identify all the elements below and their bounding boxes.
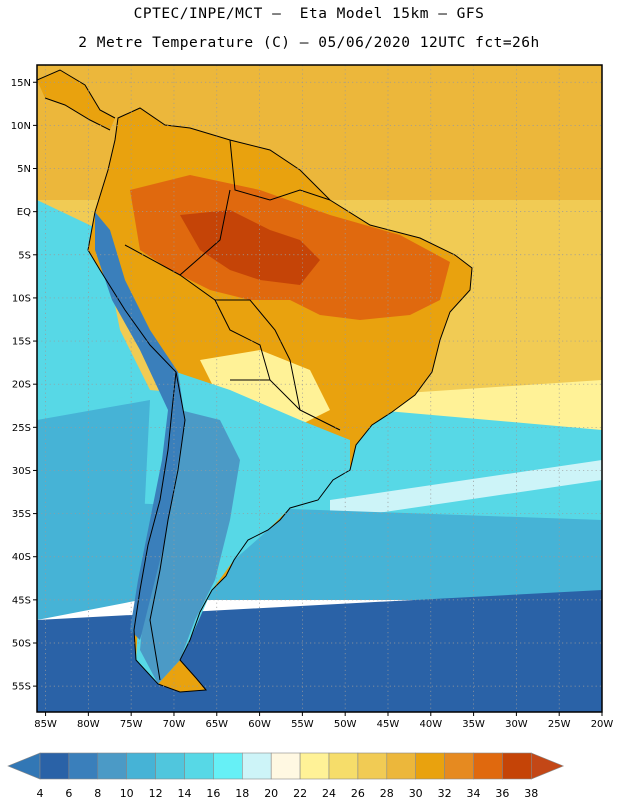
colorbar-label: 28 [380,787,394,800]
colorbar-label: 10 [120,787,134,800]
colorbar-label: 30 [409,787,423,800]
lat-tick-label: 10N [11,121,31,132]
lon-tick-label: 75W [120,719,143,730]
colorbar-swatch [357,752,388,780]
latitude-axis: 15N 10N 5N EQ 5S 10S 15S 20S 25S 30S 35S 40S 45S 50S 5… [11,78,37,693]
lon-tick-label: 35W [462,719,485,730]
colorbar-swatch [386,752,416,780]
colorbar-label: 38 [524,787,538,800]
colorbar-label: 8 [94,787,101,800]
lat-tick-label: 30S [12,466,31,477]
colorbar-swatch [213,752,243,780]
colorbar-swatch [155,752,185,780]
lat-tick-label: 20S [12,380,31,391]
border-argentina-chile [149,371,186,681]
colorbar-swatch [444,752,474,780]
colorbar-label: 18 [235,787,249,800]
lat-tick-label: EQ [17,207,31,218]
central-america-coast [37,69,116,131]
lat-tick-label: 40S [12,552,31,563]
lon-tick-label: 25W [548,719,571,730]
colorbar-high-arrow [531,752,565,780]
colorbar-low-arrow [7,752,41,780]
ocean-band-pacific-mid [37,400,150,620]
colorbar-swatch [184,752,214,780]
colorbar-swatch [415,752,445,780]
colorbar-label: 26 [351,787,365,800]
colorbar-label: 14 [178,787,192,800]
lon-tick-label: 30W [505,719,528,730]
colorbar-label: 22 [293,787,307,800]
ocean-band-light [330,460,602,520]
central-america [37,70,115,130]
lat-tick-label: 50S [12,638,31,649]
ocean-band-southern [37,590,602,712]
map-frame [36,64,603,713]
colorbar-label: 32 [438,787,452,800]
lat-tick-label: 25S [12,423,31,434]
lon-tick-label: 50W [334,719,357,730]
colorbar-label: 4 [37,787,44,800]
lat-tick-label: 55S [12,682,31,693]
lon-tick-label: 55W [291,719,314,730]
colorbar-swatch [328,752,359,780]
lat-tick-label: 35S [12,509,31,520]
lon-tick-label: 40W [419,719,442,730]
colorbar-swatch [68,752,99,780]
temperature-field [37,65,602,712]
colorbar-swatch [242,752,272,780]
lat-tick-label: 45S [12,595,31,606]
colorbar-swatch [39,752,70,780]
lat-tick-label: 5S [18,250,31,261]
lon-tick-label: 80W [77,719,100,730]
lon-tick-label: 20W [591,719,614,730]
lon-tick-label: 85W [34,719,57,730]
colorbar-swatch [299,752,330,780]
map-title-line-2: 2 Metre Temperature (C) – 05/06/2020 12U… [78,35,540,51]
map-title-line-1: CPTEC/INPE/MCT – Eta Model 15km – GFS [133,6,485,22]
colorbar-label: 20 [264,787,278,800]
colorbar-swatch [270,752,301,780]
amazon-very-hot [180,210,320,285]
lon-tick-label: 65W [205,719,228,730]
colorbar-label: 12 [149,787,163,800]
colorbar-swatch [502,752,532,780]
colorbar-swatch [97,752,128,780]
lat-tick-label: 10S [12,293,31,304]
colorbar-label: 24 [322,787,336,800]
border-brazil-west [179,189,341,431]
longitude-axis: 85W 80W 75W 70W 65W 60W 55W 50W 45W 40W 35W 30W 25W 2… [34,712,613,730]
lat-tick-label: 15S [12,337,31,348]
border-venezuela-guyana [229,139,331,201]
colorbar-label: 36 [495,787,509,800]
lon-tick-label: 70W [163,719,186,730]
ocean-band-pacific-cool [37,200,150,420]
lat-tick-label: 15N [11,78,31,89]
lat-tick-label: 5N [17,164,31,175]
country-borders [37,69,473,693]
colorbar-swatch [126,752,156,780]
border-peru-bolivia [124,244,271,381]
colorbar-label: 6 [65,787,72,800]
coastline [87,107,473,693]
andes-cold [95,212,185,640]
lon-tick-label: 60W [248,719,271,730]
border-paraguay [230,379,301,411]
colorbar: 4 6 8 10 12 14 16 18 20 22 24 26 28 30 32 34 36 38 [7,752,565,800]
lon-tick-label: 45W [377,719,400,730]
colorbar-swatch [473,752,503,780]
colorbar-label: 16 [206,787,220,800]
colorbar-label: 34 [467,787,481,800]
